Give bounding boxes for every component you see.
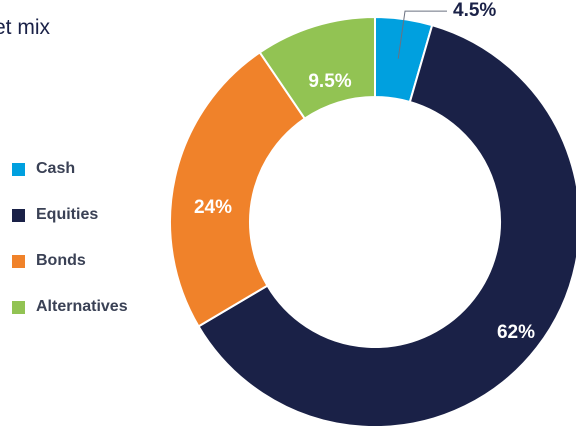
slice-label-equities: 62% [497,322,535,343]
legend-item-equities: Equities [12,204,172,226]
slice-bonds [169,51,307,328]
slice-label-cash: 4.5% [453,0,496,21]
legend-label-bonds: Bonds [36,252,86,269]
chart-title: et mix [0,16,51,39]
leader-line-cash [397,10,448,59]
donut-slices [169,15,576,428]
legend-item-cash: Cash [12,158,172,180]
legend-item-alternatives: Alternatives [12,296,172,318]
legend-swatch-alternatives [12,300,25,314]
legend-swatch-bonds [12,254,25,268]
slice-equities [197,23,576,428]
legend-swatch-cash [12,162,25,176]
legend-swatch-equities [12,208,25,222]
legend-label-cash: Cash [36,160,76,177]
slice-label-alternatives: 9.5% [308,71,351,92]
slice-alternatives [258,15,376,121]
legend-label-alternatives: Alternatives [36,298,128,315]
legend: Cash Equities Bonds Alternatives [12,158,172,342]
legend-item-bonds: Bonds [12,250,172,272]
donut-labels: 4.5% 62% 24% 9.5% [194,0,535,343]
slice-label-bonds: 24% [194,197,232,218]
legend-label-equities: Equities [36,206,99,223]
